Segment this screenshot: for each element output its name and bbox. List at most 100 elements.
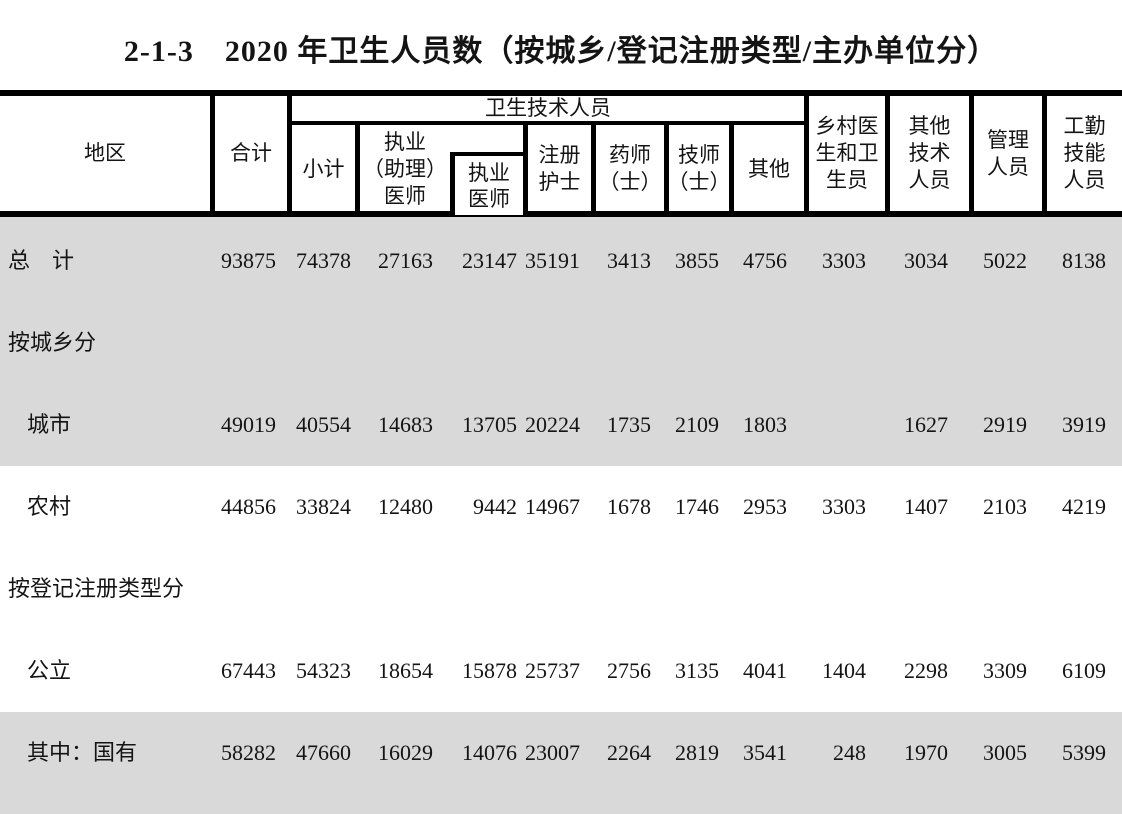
- table-cell: 2264: [607, 740, 651, 765]
- table-cell: 35191: [525, 248, 580, 273]
- table-cell: 248: [833, 740, 866, 765]
- header-other-technical-staff: 其他 技术 人员: [908, 114, 951, 192]
- header-licensed-assistant-physicians: 执业 （助理） 医师: [363, 129, 447, 208]
- stripe-band: [0, 712, 1122, 814]
- table-cell: 5399: [1062, 740, 1106, 765]
- table-cell: 1678: [607, 494, 651, 519]
- column-divider: [969, 96, 974, 211]
- table-cell: 58282: [221, 740, 276, 765]
- table-cell: 2298: [904, 658, 948, 683]
- column-divider: [1042, 96, 1047, 211]
- table-cell: 67443: [221, 658, 276, 683]
- table-cell: 16029: [378, 740, 433, 765]
- row-label: 城市: [27, 412, 72, 437]
- column-divider: [287, 96, 292, 211]
- table-cell: 33824: [296, 494, 351, 519]
- table-row-public: 公立 67443 54323 18654 15878 25737 2756 31…: [0, 630, 1122, 712]
- table-cell: 3034: [904, 248, 948, 273]
- table-cell: 23147: [462, 248, 517, 273]
- header-health-tech-group: 卫生技术人员: [485, 95, 611, 120]
- table-cell: 4756: [743, 248, 787, 273]
- table-cell: 1627: [904, 412, 948, 437]
- table-row-urban: 城市 49019 40554 14683 13705 20224 1735 21…: [0, 384, 1122, 466]
- header-total: 合计: [230, 141, 272, 165]
- table-cell: 93875: [221, 248, 276, 273]
- table-cell: 2756: [607, 658, 651, 683]
- column-divider: [523, 125, 528, 211]
- table-cell: 54323: [296, 658, 351, 683]
- table-cell: 3303: [822, 494, 866, 519]
- table-cell: 3919: [1062, 412, 1106, 437]
- table-cell: 1735: [607, 412, 651, 437]
- table-cell: 74378: [296, 248, 351, 273]
- table-cell: 15878: [462, 658, 517, 683]
- header-region: 地区: [84, 141, 126, 165]
- column-divider: [804, 96, 809, 211]
- table-cell: 3855: [675, 248, 719, 273]
- header-logistics-skilled-workers: 工勤 技能 人员: [1063, 114, 1106, 192]
- header-subtotal: 小计: [302, 156, 345, 181]
- table-row-total: 总 计 93875 74378 27163 23147 35191 3413 3…: [0, 220, 1122, 302]
- table-cell: 23007: [525, 740, 580, 765]
- column-divider: [729, 125, 734, 211]
- table-cell: 3005: [983, 740, 1027, 765]
- table-cell: 14683: [378, 412, 433, 437]
- table-row-section-registration-type: 按登记注册类型分: [0, 548, 1122, 630]
- table-cell: 1803: [743, 412, 787, 437]
- row-label: 其中：国有: [27, 740, 138, 765]
- table-row-state-owned: 其中：国有 58282 47660 16029 14076 23007 2264…: [0, 712, 1122, 794]
- table-cell: 18654: [378, 658, 433, 683]
- table-cell: 3303: [822, 248, 866, 273]
- header-administrative-staff: 管理 人员: [987, 127, 1029, 179]
- page-title: 2-1-3 2020 年卫生人员数（按城乡/登记注册类型/主办单位分）: [123, 35, 999, 68]
- table-cell: 6109: [1062, 658, 1106, 683]
- table-cell: 14076: [462, 740, 517, 765]
- column-divider: [355, 125, 360, 211]
- table-cell: 1746: [675, 494, 719, 519]
- table-cell: 3135: [675, 658, 719, 683]
- header-bottom-rule: [0, 211, 1122, 217]
- table-cell: 1407: [904, 494, 948, 519]
- table-cell: 4041: [743, 658, 787, 683]
- header-registered-nurses: 注册 护士: [538, 143, 581, 194]
- table-cell: 3541: [743, 740, 787, 765]
- table-cell: 5022: [983, 248, 1027, 273]
- table-cell: 49019: [221, 412, 276, 437]
- table-cell: 20224: [525, 412, 580, 437]
- table-cell: 2819: [675, 740, 719, 765]
- row-label: 农村: [27, 494, 72, 519]
- table-cell: 13705: [462, 412, 517, 437]
- table-cell: 3309: [983, 658, 1027, 683]
- table-cell: 12480: [378, 494, 433, 519]
- table-cell: 2109: [675, 412, 719, 437]
- row-label: 公立: [27, 658, 72, 683]
- header-licensed-physicians: 执业 医师: [450, 152, 523, 215]
- table-top-rule: [0, 90, 1122, 96]
- group-underline: [287, 121, 809, 125]
- row-label: 按城乡分: [8, 330, 97, 355]
- header-others: 其他: [748, 156, 790, 181]
- table-cell: 40554: [296, 412, 351, 437]
- table-cell: 3413: [607, 248, 651, 273]
- header-technicians: 技师 （士）: [667, 143, 731, 194]
- table-cell: 2953: [743, 494, 787, 519]
- table-row-rural: 农村 44856 33824 12480 9442 14967 1678 174…: [0, 466, 1122, 548]
- row-label: 总 计: [8, 248, 75, 273]
- column-divider: [210, 96, 215, 211]
- table-cell: 9442: [473, 494, 517, 519]
- column-divider: [664, 125, 669, 211]
- table-cell: 1404: [822, 658, 866, 683]
- table-cell: 2103: [983, 494, 1027, 519]
- table-cell: 14967: [525, 494, 580, 519]
- table-cell: 27163: [378, 248, 433, 273]
- column-divider: [591, 125, 596, 211]
- table-cell: 1970: [904, 740, 948, 765]
- table-cell: 44856: [221, 494, 276, 519]
- header-pharmacists: 药师 （士）: [598, 143, 662, 194]
- table-cell: 8138: [1062, 248, 1106, 273]
- table-cell: 2919: [983, 412, 1027, 437]
- column-divider: [885, 96, 890, 211]
- table-cell: 25737: [525, 658, 580, 683]
- table-cell: 47660: [296, 740, 351, 765]
